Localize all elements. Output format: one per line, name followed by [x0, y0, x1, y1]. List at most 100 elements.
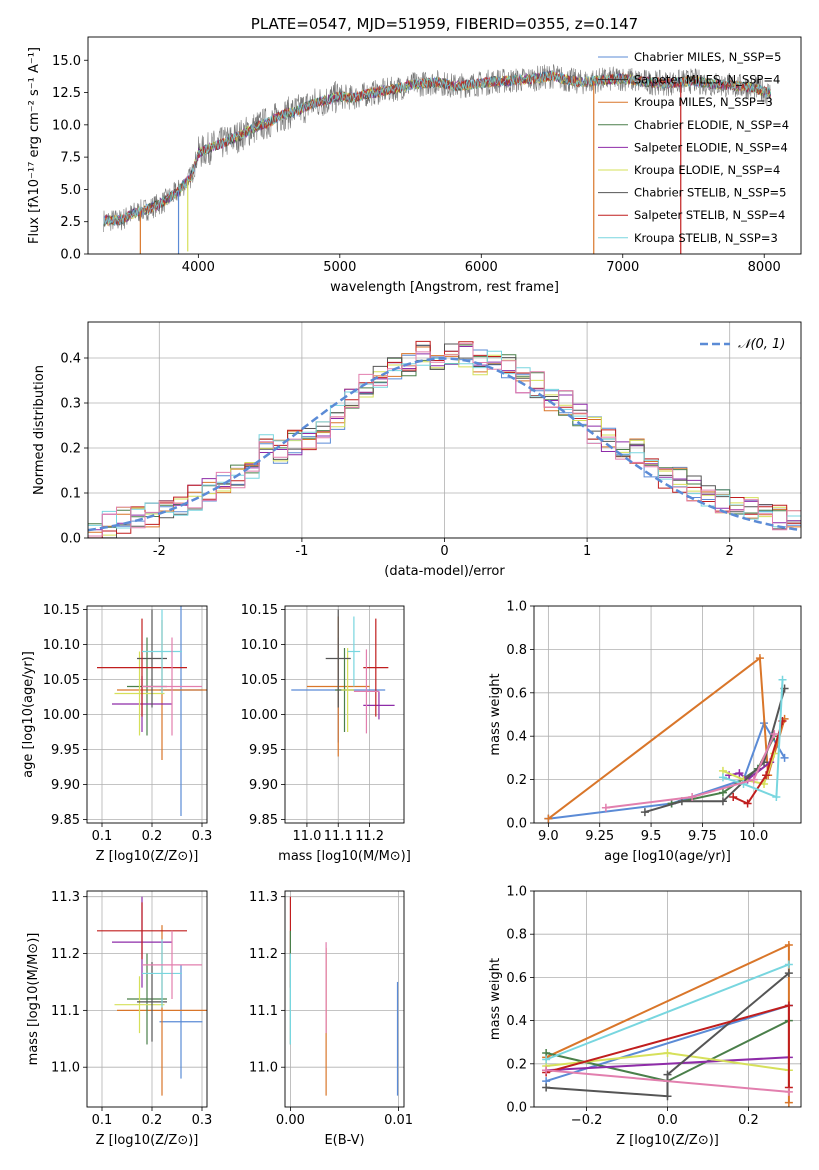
errorbar-point: [325, 609, 351, 708]
y-axis-label: Normed distribution: [32, 365, 47, 495]
y-tick-label: 9.90: [51, 778, 80, 793]
legend-label: Chabrier STELIB, N_SSP=5: [634, 186, 786, 200]
x-tick-label: 9.75: [688, 829, 717, 844]
weight-marker: [542, 1083, 551, 1092]
y-tick-label: 11.0: [51, 1061, 80, 1076]
y-tick-label: 0.2: [60, 442, 81, 457]
x-tick-label: 0.2: [738, 1113, 759, 1128]
y-tick-label: 1.0: [506, 885, 527, 900]
y-tick-label: 0.2: [506, 773, 527, 788]
weight-marker: [718, 797, 727, 806]
x-axis-label: Z [log10(Z/Z⊙)]: [96, 1133, 199, 1148]
plot-area: [103, 64, 772, 254]
y-tick-label: 0.1: [60, 487, 81, 502]
x-tick-label: 8000: [748, 260, 781, 275]
legend-label: Salpeter STELIB, N_SSP=4: [634, 208, 785, 222]
weight-marker: [542, 1066, 551, 1075]
y-tick-label: 0.0: [506, 1101, 527, 1116]
y-tick-label: 11.0: [249, 1061, 278, 1076]
y-axis-label: age [log10(age/yr)]: [21, 651, 36, 778]
errorbar-point: [97, 902, 187, 960]
panel-spectrum: 4000 5000 6000 7000 8000 0.0 2.5 5.0 7.5 10.0 12.5…: [27, 15, 802, 295]
y-tick-label: 0.0: [60, 532, 81, 547]
plot-area: [88, 322, 801, 538]
legend-label: Salpeter MILES, N_SSP=4: [634, 73, 780, 87]
x-tick-label: 11.0: [292, 829, 321, 844]
x-tick-label: 9.0: [538, 829, 559, 844]
gaussian-curve: [88, 357, 801, 532]
chart-title: PLATE=0547, MJD=51959, FIBERID=0355, z=0…: [251, 15, 638, 33]
x-tick-label: 0.2: [142, 829, 163, 844]
weight-series: [542, 1066, 793, 1096]
weight-marker: [778, 675, 787, 684]
weight-marker: [780, 753, 789, 762]
x-tick-label: 0.2: [142, 1113, 163, 1128]
x-tick-label: 2: [726, 544, 734, 559]
y-axis-label: Flux [fλ10⁻¹⁷ erg cm⁻² s⁻¹ A⁻¹]: [27, 47, 42, 244]
x-tick-label: 0.3: [192, 829, 213, 844]
weight-marker: [755, 654, 764, 663]
weight-marker: [688, 792, 697, 801]
errorbar-point: [142, 637, 202, 736]
legend-label: Kroupa STELIB, N_SSP=3: [634, 231, 778, 245]
weight-line: [722, 679, 784, 799]
weight-marker: [784, 969, 793, 978]
errorbar-point: [347, 616, 361, 687]
weight-line: [546, 972, 790, 1098]
axes-frame: [533, 605, 802, 824]
errorbar-point: [159, 964, 203, 1079]
weight-marker: [743, 799, 752, 808]
errorbar-point: [341, 648, 354, 732]
weight-marker: [749, 775, 758, 784]
errorbar-point: [142, 609, 182, 694]
y-tick-label: 0.4: [506, 730, 527, 745]
x-tick-label: 0.00: [276, 1113, 305, 1128]
weight-series: [542, 960, 793, 1064]
plot-area: [87, 606, 207, 823]
weight-series: [544, 719, 789, 823]
x-tick-label: 9.5: [641, 829, 662, 844]
weight-marker: [663, 1070, 672, 1079]
y-tick-label: 0.4: [60, 352, 81, 367]
y-tick-label: 2.5: [60, 215, 81, 230]
y-tick-label: 15.0: [52, 54, 81, 69]
x-tick-label: 0.0: [657, 1113, 678, 1128]
weight-line: [546, 1056, 789, 1072]
y-axis-label: mass [log10(M/M⊙)]: [26, 933, 41, 1066]
y-tick-label: 0.8: [506, 643, 527, 658]
panel-residuals: -2 -1 0 1 2 0.0 0.1 0.2 0.3 0.4 (data-model)/error…: [32, 321, 802, 579]
legend-label: Chabrier MILES, N_SSP=5: [634, 50, 781, 64]
weight-marker: [784, 960, 793, 969]
y-tick-label: 0.8: [506, 928, 527, 943]
weight-marker: [718, 788, 727, 797]
x-axis-label: age [log10(age/yr)]: [604, 849, 731, 864]
y-tick-label: 0.4: [506, 1014, 527, 1029]
legend-label: 𝒩(0, 1): [738, 337, 785, 352]
panel-age-vs-Z: 0.1 0.2 0.3 9.85 9.90 9.95 10.00 10.05 10.10 10.1…: [21, 603, 213, 864]
x-axis-label: wavelength [Angstrom, rest frame]: [330, 280, 559, 295]
x-axis-label: Z [log10(Z/Z⊙)]: [96, 849, 199, 864]
x-axis-label: Z [log10(Z/Z⊙)]: [616, 1133, 719, 1148]
errorbar-point: [142, 930, 202, 999]
y-axis-label: mass weight: [488, 958, 503, 1040]
weight-marker: [544, 814, 553, 823]
x-tick-label: 0.1: [92, 1113, 113, 1128]
errorbar-point: [114, 651, 165, 736]
x-tick-label: -2: [153, 544, 166, 559]
y-tick-label: 11.2: [249, 947, 278, 962]
panel-age-vs-mass: 11.0 11.1 11.2 9.85 9.90 9.95 10.00 10.05 10.10 1…: [241, 603, 411, 864]
weight-marker: [784, 1098, 793, 1107]
axes-frame: [533, 890, 802, 1108]
x-tick-label: 4000: [182, 260, 215, 275]
y-tick-label: 0.3: [60, 397, 81, 412]
x-tick-label: 11.1: [324, 829, 353, 844]
y-tick-label: 0.6: [506, 686, 527, 701]
errorbar-point: [363, 618, 389, 717]
legend: Chabrier MILES, N_SSP=5 Salpeter MILES, N…: [598, 50, 789, 245]
weight-marker: [735, 769, 744, 778]
weight-marker: [784, 1001, 793, 1010]
panel-mass-vs-Z: 0.1 0.2 0.3 11.0 11.1 11.2 11.3 Z [log10(Z/Z⊙)]…: [26, 890, 212, 1148]
weight-marker: [601, 803, 610, 812]
x-tick-label: 0: [440, 544, 448, 559]
weight-marker: [542, 1055, 551, 1064]
